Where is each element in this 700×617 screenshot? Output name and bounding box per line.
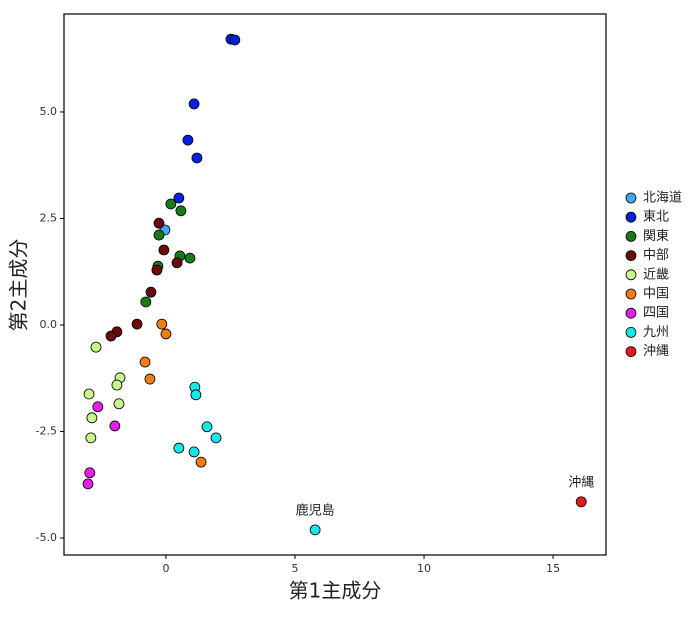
legend-label: 四国	[643, 306, 669, 321]
point	[92, 401, 104, 413]
plot-frame	[63, 13, 607, 556]
legend-marker	[625, 211, 637, 223]
point	[210, 432, 222, 444]
point	[158, 244, 170, 256]
legend-label: 沖縄	[643, 344, 669, 359]
y-tick-label: 0.0	[40, 318, 58, 331]
point	[156, 318, 168, 330]
point	[171, 257, 183, 269]
legend-marker	[625, 326, 637, 338]
x-tick-label: 5	[291, 562, 298, 575]
point	[195, 456, 207, 468]
point	[90, 341, 102, 353]
point	[83, 388, 95, 400]
point	[144, 373, 156, 385]
legend-marker	[625, 307, 637, 319]
y-tick-label: -5.0	[36, 531, 57, 544]
x-axis-label: 第1主成分	[289, 579, 382, 603]
point	[190, 389, 202, 401]
point	[175, 205, 187, 217]
point	[191, 152, 203, 164]
legend-label: 九州	[643, 325, 669, 340]
legend-marker	[625, 288, 637, 300]
legend-marker	[625, 192, 637, 204]
point	[309, 524, 321, 536]
y-axis-label: 第2主成分	[7, 239, 31, 332]
point	[140, 296, 152, 308]
legend-label: 中部	[643, 248, 669, 263]
x-tick-label: 10	[417, 562, 431, 575]
point	[182, 134, 194, 146]
x-tick-label: 15	[546, 562, 560, 575]
point	[82, 478, 94, 490]
x-tick-label: 0	[162, 562, 169, 575]
y-tick-label: 2.5	[40, 211, 58, 224]
point	[111, 379, 123, 391]
point	[86, 412, 98, 424]
point	[85, 432, 97, 444]
point	[188, 446, 200, 458]
legend-label: 中国	[643, 287, 669, 302]
point	[153, 217, 165, 229]
legend-marker	[625, 250, 637, 262]
point	[160, 328, 172, 340]
point-label: 沖縄	[568, 475, 594, 490]
legend-marker	[625, 269, 637, 281]
point	[105, 330, 117, 342]
legend-label: 北海道	[643, 191, 682, 206]
y-tick-label: 5.0	[40, 105, 58, 118]
point	[131, 318, 143, 330]
point	[84, 467, 96, 479]
legend-label: 関東	[643, 228, 669, 244]
point	[165, 198, 177, 210]
y-tick-label: -2.5	[36, 424, 57, 437]
legend-marker	[625, 346, 637, 358]
point	[173, 192, 185, 204]
point	[151, 264, 163, 276]
point	[188, 98, 200, 110]
point	[139, 356, 151, 368]
point	[109, 420, 121, 432]
point	[145, 286, 157, 298]
point	[173, 442, 185, 454]
legend-label: 東北	[643, 209, 669, 225]
point	[184, 252, 196, 264]
point	[201, 421, 213, 433]
point	[229, 34, 241, 46]
legend-marker	[625, 230, 637, 242]
legend-label: 近畿	[643, 267, 669, 282]
point	[113, 398, 125, 410]
point	[153, 229, 165, 241]
point	[575, 496, 587, 508]
point-label: 鹿児島	[296, 502, 335, 518]
